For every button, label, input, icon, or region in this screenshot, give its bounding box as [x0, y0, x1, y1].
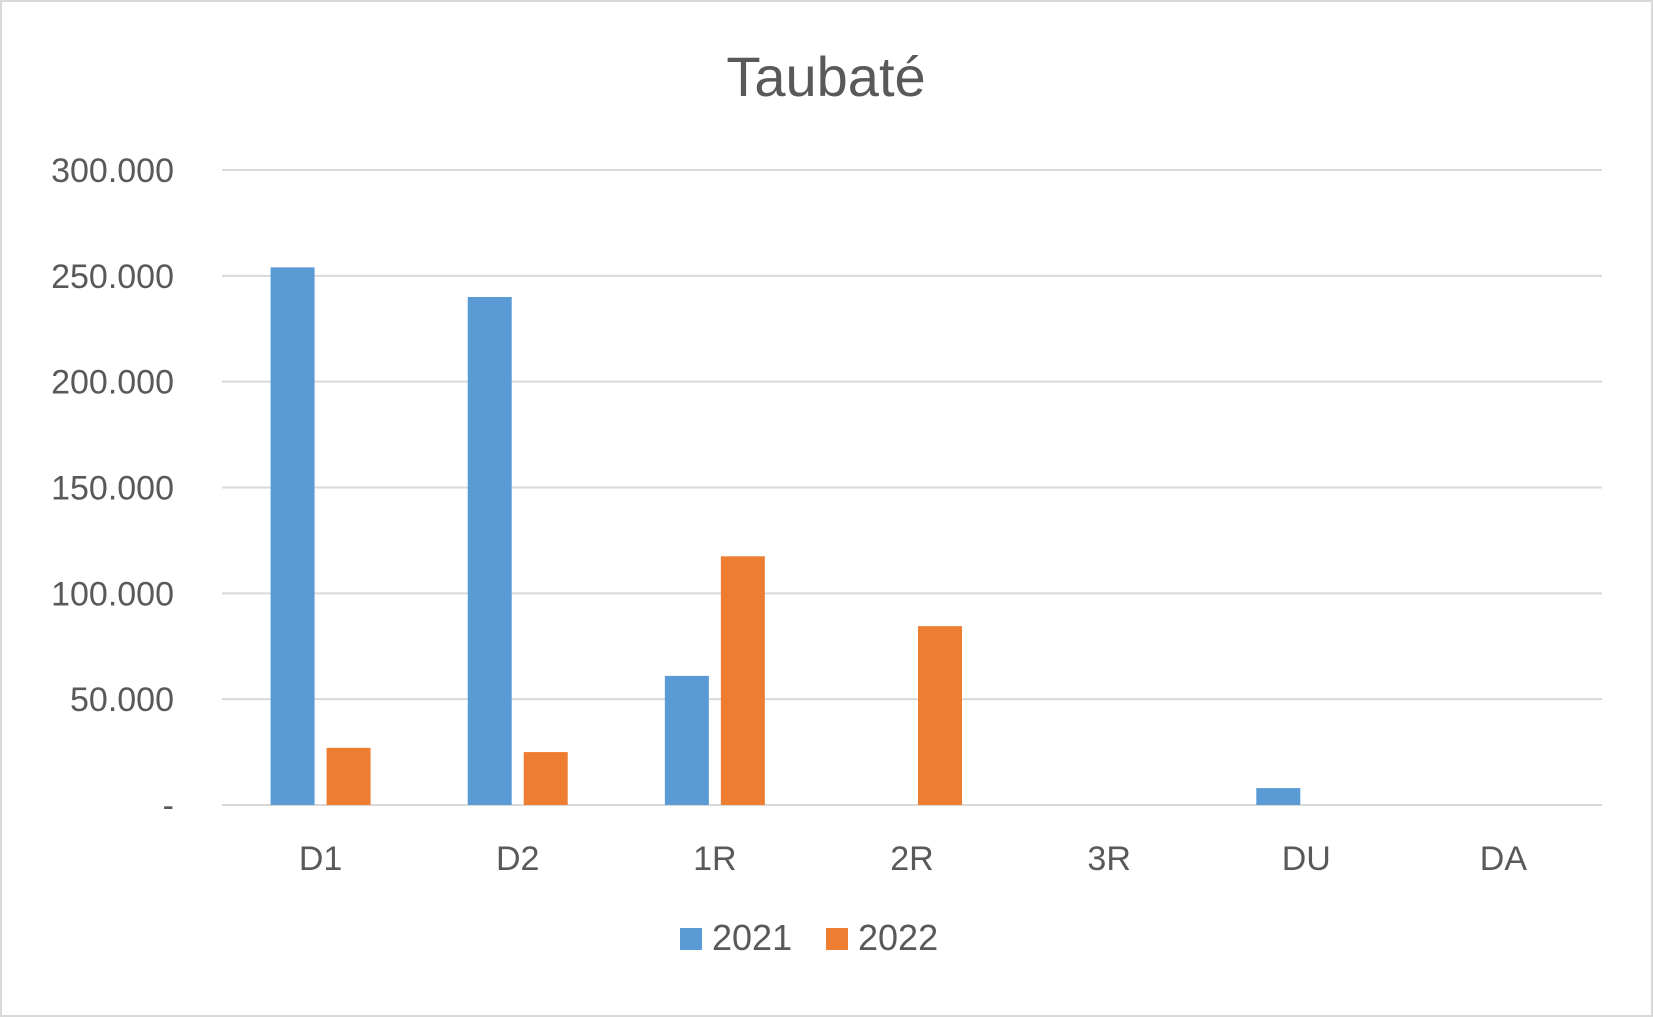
bar-2021-DU — [1256, 788, 1301, 805]
legend: 2021 2022 — [680, 917, 938, 958]
x-tick-label: 2R — [890, 840, 933, 878]
y-tick-label: 150.000 — [51, 470, 174, 508]
x-axis-ticks: D1 D2 1R 2R 3R DU DA — [299, 840, 1528, 878]
legend-label: 2022 — [858, 917, 938, 958]
y-axis-ticks: - 50.000 100.000 150.000 200.000 250.000 300.0… — [51, 152, 174, 825]
bar-2021-D2 — [467, 297, 512, 805]
legend-swatch-2021 — [680, 928, 702, 950]
bar-2021-D1 — [270, 267, 315, 805]
bars — [270, 267, 1301, 805]
bar-2022-D2 — [523, 752, 568, 805]
y-tick-label: 250.000 — [51, 258, 174, 296]
bar-2021-1R — [664, 675, 709, 805]
bar-2022-1R — [720, 556, 765, 805]
x-tick-label: D2 — [496, 840, 539, 878]
y-tick-label: 100.000 — [51, 575, 174, 613]
bar-2022-D1 — [326, 747, 371, 805]
legend-label: 2021 — [712, 917, 792, 958]
gridlines — [222, 169, 1602, 806]
chart-title: Taubaté — [726, 45, 925, 108]
legend-swatch-2022 — [826, 928, 848, 950]
x-tick-label: 1R — [693, 840, 736, 878]
x-tick-label: D1 — [299, 840, 342, 878]
x-tick-label: DA — [1480, 840, 1528, 878]
x-tick-label: 3R — [1087, 840, 1130, 878]
y-tick-label: 50.000 — [70, 681, 174, 719]
bar-2022-2R — [918, 626, 962, 805]
y-tick-label: - — [163, 787, 174, 825]
x-tick-label: DU — [1282, 840, 1331, 878]
y-tick-label: 200.000 — [51, 364, 174, 402]
y-tick-label: 300.000 — [51, 152, 174, 190]
